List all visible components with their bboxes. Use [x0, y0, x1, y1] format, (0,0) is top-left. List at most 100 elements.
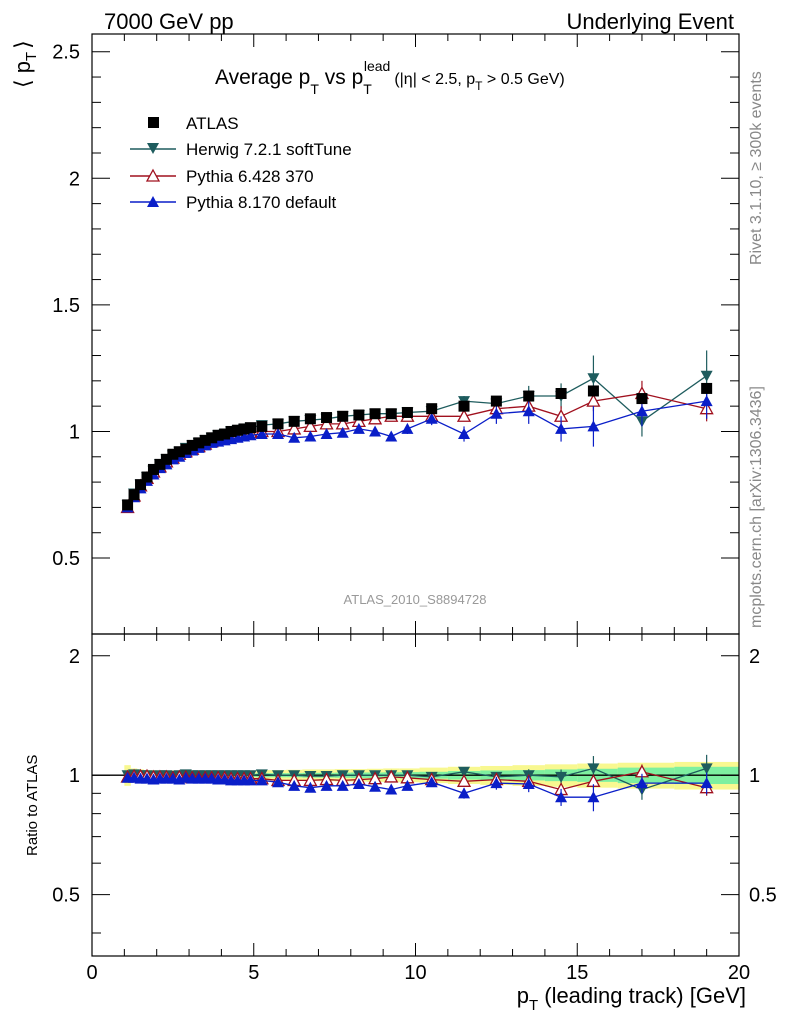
- point-atlas: [135, 479, 147, 491]
- ratio-point-herwig: [458, 766, 471, 778]
- point-atlas: [555, 387, 567, 399]
- ratio-y-tick-label: 0.5: [52, 885, 80, 907]
- main-y-tick-label: 1: [69, 421, 80, 443]
- point-atlas: [304, 413, 316, 425]
- point-pythia8: [490, 407, 503, 419]
- ratio-point-pythia8: [369, 780, 382, 792]
- legend-marker-pythia6: [145, 168, 161, 182]
- point-atlas: [523, 390, 535, 402]
- point-atlas: [272, 418, 284, 430]
- ratio-plot-frame: [91, 633, 740, 957]
- point-atlas: [225, 425, 237, 437]
- x-tick-label: 15: [566, 962, 588, 984]
- ratio-y-tick-label-right: 2: [749, 646, 760, 668]
- rivet-label: Rivet 3.1.10, ≥ 300k events: [748, 71, 765, 265]
- ratio-point-pythia8: [304, 781, 317, 793]
- point-atlas: [199, 434, 211, 446]
- x-axis-label: pT (leading track) [GeV]: [517, 983, 746, 1014]
- ratio-point-herwig: [587, 763, 600, 775]
- ratio-plot-panel: 0.5 0.51 12 20 5 10 15 20 Ratio to ATLAS pT (le…: [24, 633, 777, 1014]
- point-atlas: [701, 382, 713, 394]
- point-atlas: [232, 424, 244, 436]
- point-atlas: [186, 439, 198, 451]
- point-atlas: [636, 393, 648, 405]
- point-pythia8: [401, 422, 414, 434]
- point-pythia8: [555, 422, 568, 434]
- ratio-point-pythia8: [385, 783, 398, 795]
- watermark: ATLAS_2010_S8894728: [344, 592, 487, 607]
- ratio-point-pythia8: [458, 787, 471, 799]
- point-atlas: [141, 471, 153, 483]
- ratio-point-pythia8: [425, 776, 438, 788]
- header-right: Underlying Event: [566, 9, 734, 34]
- ratio-point-pythia8: [255, 774, 268, 786]
- point-pythia8: [320, 428, 333, 439]
- point-atlas: [154, 458, 166, 470]
- point-atlas: [288, 415, 300, 427]
- point-atlas: [212, 429, 224, 441]
- ratio-point-pythia8: [320, 779, 333, 791]
- chart-title: Average pT vs pTlead(|η| < 2.5, pT > 0.5…: [215, 58, 565, 97]
- ratio-y-tick-label-right: 0.5: [749, 885, 777, 907]
- point-atlas: [490, 395, 502, 407]
- legend-label-herwig: Herwig 7.2.1 softTune: [186, 140, 352, 159]
- main-ylabel: ⟨ pT⟩: [10, 40, 40, 88]
- point-herwig: [587, 373, 600, 385]
- point-pythia8: [458, 428, 471, 439]
- x-tick-label: 20: [728, 962, 750, 984]
- point-atlas: [256, 420, 268, 432]
- point-pythia8: [244, 429, 257, 441]
- header-left: 7000 GeV pp: [104, 9, 234, 34]
- point-atlas: [245, 422, 257, 434]
- main-y-tick-label: 2: [69, 168, 80, 190]
- series-line-pythia6: [127, 392, 707, 508]
- point-atlas: [458, 400, 470, 412]
- point-atlas: [193, 437, 205, 449]
- ratio-point-pythia8: [288, 779, 301, 791]
- ratio-point-pythia8: [635, 777, 648, 789]
- point-atlas: [167, 448, 179, 460]
- ratio-point-pythia8: [352, 778, 365, 790]
- x-tick-label: 5: [248, 962, 259, 984]
- ratio-y-tick-label: 1: [69, 765, 80, 787]
- x-tick-label: 10: [404, 962, 426, 984]
- ratio-point-pythia8: [587, 791, 600, 803]
- point-atlas: [128, 489, 140, 501]
- point-pythia8: [352, 422, 365, 434]
- legend-marker-atlas: [148, 117, 159, 128]
- ratio-point-herwig: [700, 763, 713, 775]
- point-atlas: [337, 410, 349, 422]
- point-atlas: [180, 443, 192, 455]
- main-y-tick-label: 2.5: [52, 42, 80, 64]
- point-atlas: [238, 423, 250, 435]
- point-pythia6: [456, 408, 472, 422]
- mcplots-label: mcplots.cern.ch [arXiv:1306.3436]: [748, 386, 765, 628]
- point-atlas: [219, 428, 231, 440]
- point-atlas: [353, 409, 365, 421]
- point-herwig: [700, 370, 713, 382]
- x-tick-label: 0: [86, 962, 97, 984]
- ratio-y-tick-label-right: 1: [749, 765, 760, 787]
- legend-label-pythia6: Pythia 6.428 370: [186, 167, 314, 186]
- point-pythia8: [304, 430, 317, 442]
- ratio-point-pythia8: [490, 777, 503, 789]
- legend-label-atlas: ATLAS: [186, 114, 239, 133]
- point-pythia8: [700, 395, 713, 407]
- ratio-series-pythia8: [121, 771, 713, 812]
- point-atlas: [385, 408, 397, 420]
- main-plot-panel: 0.5 1 1.5 2 2.5 ⟨ pT⟩ Average pT vs pTlead(|…: [10, 33, 740, 635]
- ratio-point-pythia8: [401, 779, 414, 791]
- point-atlas: [147, 463, 159, 475]
- point-pythia8: [288, 431, 301, 443]
- ratio-point-herwig: [555, 771, 568, 783]
- point-pythia8: [369, 425, 382, 437]
- point-atlas: [426, 403, 438, 415]
- point-pythia6: [586, 393, 601, 407]
- ratio-point-pythia6: [456, 773, 472, 787]
- point-atlas: [587, 385, 599, 397]
- point-atlas: [160, 453, 172, 465]
- main-y-tick-label: 0.5: [52, 548, 80, 570]
- main-y-tick-label: 1.5: [52, 295, 80, 317]
- series-herwig: [121, 350, 713, 511]
